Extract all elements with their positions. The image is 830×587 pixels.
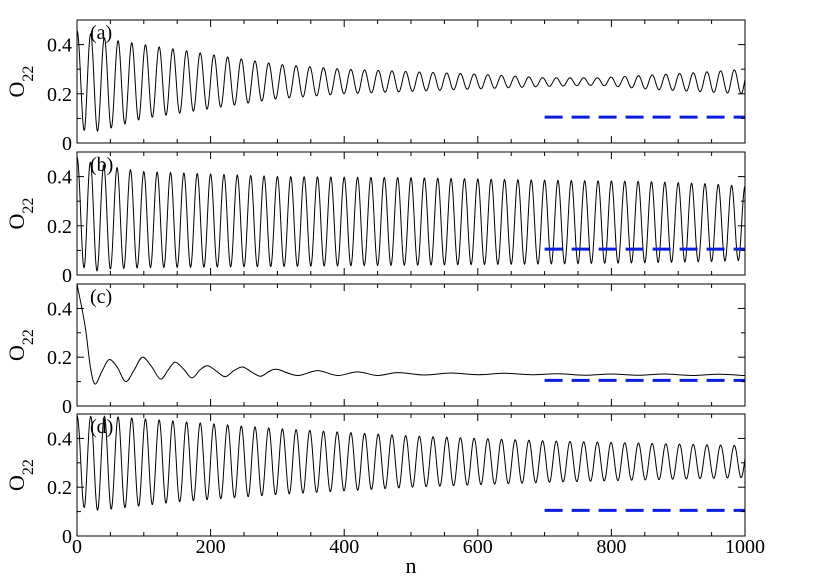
y-tick-label: 0	[62, 396, 72, 418]
x-axis-label: n	[406, 553, 417, 578]
y-axis-label: O22	[4, 198, 37, 230]
y-axis-label: O22	[4, 66, 37, 98]
o22-curve	[77, 156, 745, 272]
y-tick-label: 0.4	[47, 298, 72, 320]
x-tick-label: 600	[463, 536, 493, 558]
y-tick-label: 0.4	[47, 35, 72, 57]
panel-label: (d)	[90, 416, 113, 438]
panel-frame	[76, 283, 746, 407]
y-tick-label: 0.2	[47, 84, 72, 106]
y-axis-label-subscript: 22	[20, 459, 37, 475]
y-tick-label: 0	[62, 133, 72, 155]
x-tick-label: 400	[329, 536, 359, 558]
y-tick-label: 0.2	[47, 347, 72, 369]
y-tick-label: 0.2	[47, 216, 72, 238]
y-tick-label: 0	[62, 265, 72, 287]
panel-a: 0 0.2 0.4 (a) O22	[4, 19, 746, 155]
panel-d: 0 0.2 0.4 (d) O22	[4, 413, 746, 548]
o22-curve	[77, 30, 745, 132]
y-tick-label: 0	[62, 526, 72, 548]
panel-frame	[76, 151, 746, 276]
y-tick-label: 0.4	[47, 428, 72, 450]
x-tick-label: 1000	[725, 536, 765, 558]
y-axis-label-subscript: 22	[20, 198, 37, 214]
o22-curve	[77, 415, 745, 511]
panel-frame	[76, 19, 746, 144]
panel-label: (b)	[90, 154, 113, 176]
y-axis-label-subscript: 22	[20, 329, 37, 345]
x-tick-label: 0	[72, 536, 82, 558]
panel-b: 0 0.2 0.4 (b) O22	[4, 151, 746, 287]
panel-label: (c)	[90, 286, 112, 308]
o22-curve	[77, 284, 745, 385]
y-tick-label: 0.2	[47, 477, 72, 499]
y-axis-label-subscript: 22	[20, 66, 37, 82]
panel-c: 0 0.2 0.4 (c) O22	[4, 283, 746, 418]
y-axis-label: O22	[4, 329, 37, 361]
y-tick-label: 0.4	[47, 167, 72, 189]
x-tick-label: 800	[596, 536, 626, 558]
x-tick-label: 200	[196, 536, 226, 558]
panel-label: (a)	[90, 22, 112, 44]
y-axis-label: O22	[4, 459, 37, 491]
